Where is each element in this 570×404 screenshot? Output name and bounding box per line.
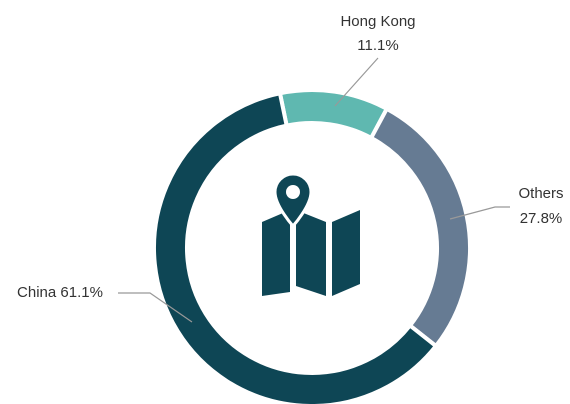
donut-segment <box>277 88 390 141</box>
value-label: 11.1% <box>357 37 398 54</box>
donut-segment <box>152 90 439 404</box>
category-label: Others <box>518 185 563 202</box>
leader-line <box>334 57 379 107</box>
leader-line <box>449 206 510 220</box>
category-label: Hong Kong <box>340 13 415 30</box>
data-label: China 61.1% <box>17 284 103 301</box>
donut-segment <box>368 106 472 349</box>
leader-line <box>118 292 193 323</box>
value-label: 27.8% <box>520 210 563 227</box>
category-label: China <box>17 284 57 301</box>
map-icon <box>262 172 360 296</box>
value-label: 61.1% <box>60 284 103 301</box>
